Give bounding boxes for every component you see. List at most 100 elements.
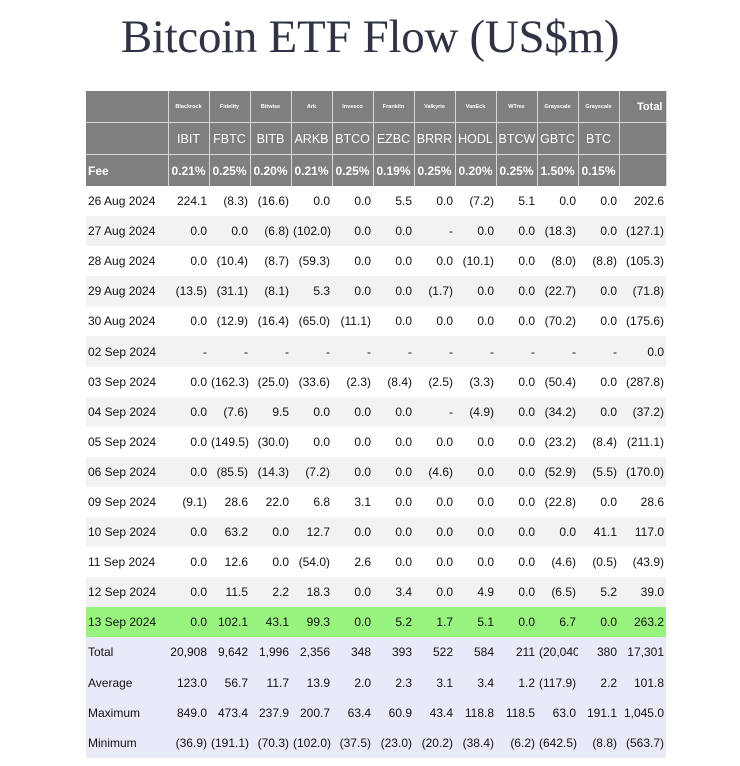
flow-cell: 22.0 (250, 486, 291, 518)
flow-cell: (6.5) (537, 577, 578, 608)
flow-cell: (10.4) (209, 246, 250, 277)
flow-cell: 5.5 (373, 186, 414, 217)
summary-cell: 3.4 (455, 667, 496, 698)
flow-cell: 0.0 (414, 186, 455, 217)
flow-cell: 63.2 (209, 517, 250, 548)
flow-cell: (4.6) (414, 456, 455, 487)
summary-label: Minimum (86, 727, 168, 758)
flow-cell: (33.6) (291, 366, 332, 397)
flow-cell: - (209, 336, 250, 367)
summary-cell: 20,908 (168, 637, 209, 668)
fee-cell: 0.21% (291, 154, 333, 186)
summary-row: Total 20,908 9,642 1,996 2,356 348 393 522 584 21… (86, 637, 666, 668)
flow-cell: (162.3) (209, 366, 250, 397)
flow-cell: (8.1) (250, 276, 291, 307)
row-date: 12 Sep 2024 (86, 577, 168, 608)
fee-cell: 0.25% (209, 154, 251, 186)
flow-cell: - (250, 336, 291, 367)
flow-cell: 9.5 (250, 396, 291, 427)
summary-cell: (563.7) (619, 727, 666, 758)
fee-cell: 0.25% (414, 154, 456, 186)
flow-cell: 0.0 (496, 607, 537, 638)
issuer-header-cell: Invesco (332, 91, 374, 123)
flow-cell: 0.0 (332, 426, 373, 457)
flow-cell: 0.0 (578, 276, 619, 307)
flow-cell: 0.0 (496, 216, 537, 247)
flow-cell: 0.0 (414, 547, 455, 578)
flow-cell: 0.0 (414, 306, 455, 337)
ticker-header-cell: BTCW (496, 122, 538, 155)
fee-label: Fee (86, 154, 169, 186)
flow-cell: (13.5) (168, 276, 209, 307)
summary-cell: 3.1 (414, 667, 455, 698)
flow-cell: 0.0 (496, 547, 537, 578)
flow-cell: (16.6) (250, 186, 291, 217)
fee-row: Fee 0.21% 0.25% 0.20% 0.21% 0.25% 0.19% 0.25% 0.… (86, 154, 667, 186)
flow-cell: (9.1) (168, 486, 209, 518)
table-row: 03 Sep 2024 0.0 (162.3) (25.0) (33.6) (2.3) (8… (86, 366, 666, 397)
flow-cell: (8.7) (250, 246, 291, 277)
flow-cell: 5.1 (496, 186, 537, 217)
flow-cell: (31.1) (209, 276, 250, 307)
flow-cell: 0.0 (414, 246, 455, 277)
flow-cell: 0.0 (496, 517, 537, 548)
flow-cell: 0.0 (168, 426, 209, 457)
header-corner-cell (86, 91, 169, 123)
highlighted-table-row: 13 Sep 2024 0.0 102.1 43.1 99.3 0.0 5.2 1.7 5.1 0… (86, 607, 666, 638)
summary-label: Total (86, 637, 168, 668)
flow-cell: (8.3) (209, 186, 250, 217)
flow-cell: 2.6 (332, 547, 373, 578)
flow-cell: (4.6) (537, 547, 578, 578)
flow-cell: 0.0 (332, 186, 373, 217)
flow-cell: (3.3) (455, 366, 496, 397)
flow-cell: 0.0 (332, 246, 373, 277)
flow-cell: 99.3 (291, 607, 332, 638)
flow-cell: 0.0 (168, 517, 209, 548)
flow-cell: 0.0 (373, 276, 414, 307)
flow-cell: 0.0 (168, 216, 209, 247)
flow-cell: (34.2) (537, 396, 578, 427)
flow-cell: (70.2) (537, 306, 578, 337)
flow-cell: (149.5) (209, 426, 250, 457)
flow-cell: 0.0 (332, 607, 373, 638)
flow-cell: 0.0 (578, 306, 619, 337)
flow-cell: (52.9) (537, 456, 578, 487)
flow-cell: 224.1 (168, 186, 209, 217)
row-total-cell: (37.2) (619, 396, 666, 427)
fee-cell: 0.21% (168, 154, 210, 186)
row-total-cell: (127.1) (619, 216, 666, 247)
flow-cell: 0.0 (496, 366, 537, 397)
ticker-header-cell: BITB (250, 122, 292, 155)
summary-cell: 211 (496, 637, 537, 668)
summary-cell: 56.7 (209, 667, 250, 698)
flow-cell: 0.0 (578, 607, 619, 638)
flow-cell: 0.0 (332, 276, 373, 307)
flow-cell: (7.6) (209, 396, 250, 427)
summary-cell: 849.0 (168, 697, 209, 728)
summary-cell: (20.2) (414, 727, 455, 758)
flow-cell: 0.0 (537, 517, 578, 548)
flow-cell: 5.3 (291, 276, 332, 307)
summary-cell: 101.8 (619, 667, 666, 698)
flow-cell: (7.2) (291, 456, 332, 487)
flow-cell: 0.0 (332, 456, 373, 487)
flow-cell: (0.5) (578, 547, 619, 578)
flow-cell: 0.0 (373, 426, 414, 457)
table-row: 02 Sep 2024- - - - - - - - - - -0.0 (86, 336, 666, 367)
row-date: 29 Aug 2024 (86, 276, 168, 307)
flow-cell: 102.1 (209, 607, 250, 638)
flow-cell: 0.0 (168, 396, 209, 427)
flow-cell: (7.2) (455, 186, 496, 217)
summary-cell: 1.2 (496, 667, 537, 698)
flow-cell: (8.8) (578, 246, 619, 277)
row-date: 06 Sep 2024 (86, 456, 168, 487)
issuer-header-cell: Ark (291, 91, 333, 123)
row-total-cell: 0.0 (619, 336, 666, 367)
flow-cell: (22.8) (537, 486, 578, 518)
row-total-cell: (170.0) (619, 456, 666, 487)
flow-cell: - (455, 336, 496, 367)
row-date: 13 Sep 2024 (86, 607, 168, 638)
row-total-cell: 117.0 (619, 517, 666, 548)
table-row: 05 Sep 2024 0.0 (149.5) (30.0) 0.0 0.0 0.0 0.0 0… (86, 426, 666, 457)
summary-cell: (36.9) (168, 727, 209, 758)
